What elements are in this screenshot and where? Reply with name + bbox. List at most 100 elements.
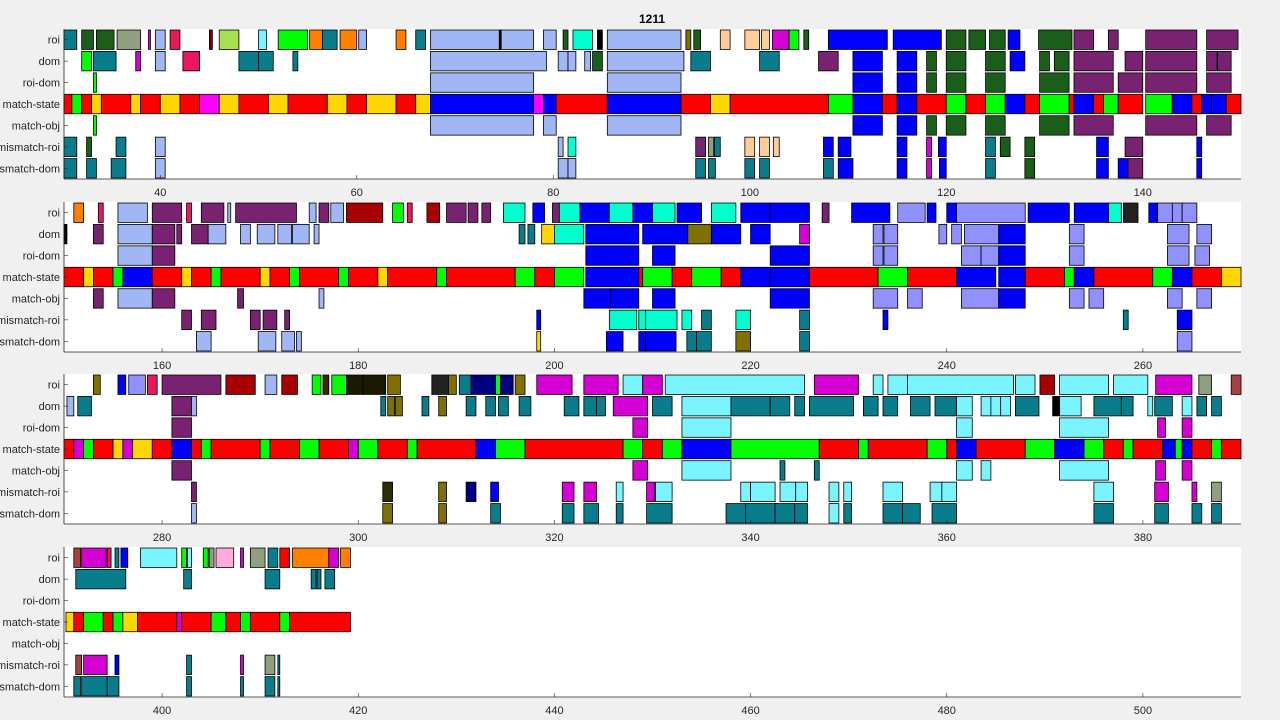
- row-label: mismatch-roi: [0, 487, 60, 499]
- segment-dom: [176, 224, 183, 245]
- segment-roi-dom: [1194, 245, 1211, 266]
- segment-dom: [93, 51, 117, 72]
- row-label: match-state: [3, 617, 60, 629]
- segment-match-obj: [318, 288, 325, 309]
- segment-mismatch-dom: [843, 503, 853, 524]
- segment-roi: [140, 547, 178, 568]
- segment-mismatch-roi: [1122, 309, 1129, 330]
- segment-match-obj: [1073, 115, 1114, 136]
- segment-match-state: [259, 438, 271, 460]
- segment-roi: [215, 547, 235, 568]
- segment-roi: [406, 202, 413, 223]
- segment-match-state: [112, 611, 124, 633]
- segment-roi: [97, 202, 104, 223]
- segment-match-state: [415, 93, 431, 115]
- segment-match-state: [91, 93, 102, 115]
- segment-mismatch-dom: [725, 503, 747, 524]
- segment-mismatch-roi: [985, 136, 996, 157]
- segment-match-state: [406, 438, 418, 460]
- segment-match-state: [83, 438, 94, 460]
- segment-match-obj: [93, 288, 104, 309]
- segment-dom: [951, 224, 962, 245]
- segment-roi: [532, 202, 546, 223]
- segment-match-state: [112, 438, 124, 460]
- x-tick-label: 500: [1134, 705, 1152, 717]
- segment-mismatch-roi: [882, 309, 889, 330]
- segment-match-state: [729, 93, 829, 115]
- segment-roi: [117, 374, 127, 395]
- segment-dom: [292, 224, 310, 245]
- segment-roi: [503, 202, 526, 223]
- row-label: match-obj: [12, 638, 60, 650]
- x-tick-label: 320: [545, 532, 563, 544]
- row-label: roi-dom: [23, 423, 60, 435]
- segment-dom: [135, 51, 142, 72]
- segment-roi: [572, 29, 593, 50]
- segment-match-state: [73, 438, 85, 460]
- segment-mismatch-roi: [382, 481, 393, 502]
- segment-mismatch-dom: [931, 503, 957, 524]
- segment-roi: [181, 547, 187, 568]
- segment-dom: [151, 224, 176, 245]
- segment-mismatch-dom: [745, 503, 776, 524]
- segment-roi: [813, 374, 859, 395]
- segment-match-state: [73, 611, 85, 633]
- segment-mismatch-dom: [896, 158, 908, 179]
- segment-mismatch-roi: [1096, 136, 1109, 157]
- segment-mismatch-dom: [264, 676, 276, 697]
- segment-mismatch-dom: [828, 503, 840, 524]
- segment-match-obj: [945, 115, 967, 136]
- row-label: dom: [39, 401, 60, 413]
- segment-roi: [277, 29, 309, 50]
- segment-match-state: [289, 266, 300, 288]
- segment-roi: [448, 374, 457, 395]
- segment-match-state: [1024, 93, 1040, 115]
- segment-roi: [1171, 202, 1183, 223]
- segment-match-state: [238, 93, 269, 115]
- segment-roi: [771, 29, 790, 50]
- segment-mismatch-dom: [823, 158, 834, 179]
- segment-roi-dom: [872, 245, 884, 266]
- segment-roi: [481, 202, 492, 223]
- segment-dom: [154, 51, 166, 72]
- timeline-panel: roi dom roi-dom match-state match-obj mismatc…: [0, 29, 1242, 199]
- segment-mismatch-dom: [86, 158, 97, 179]
- segment-roi: [803, 29, 810, 50]
- segment-roi: [114, 547, 120, 568]
- segment-roi: [200, 202, 225, 223]
- segment-roi: [431, 374, 449, 395]
- segment-mismatch-roi: [795, 481, 808, 502]
- segment-roi: [169, 29, 181, 50]
- x-tick-label: 340: [741, 532, 759, 544]
- segment-dom: [527, 224, 536, 245]
- segment-match-state: [681, 438, 732, 460]
- segment-match-state: [366, 93, 397, 115]
- segment-match-state: [1220, 438, 1242, 460]
- segment-dom: [1093, 396, 1122, 417]
- segment-dom: [799, 224, 810, 245]
- segment-roi: [907, 374, 1014, 395]
- segment-match-state: [137, 611, 178, 633]
- segment-mismatch-roi: [608, 309, 638, 330]
- segment-roi: [498, 29, 502, 50]
- segment-match-state: [1174, 438, 1183, 460]
- x-tick-label: 260: [1134, 360, 1152, 372]
- segment-roi: [740, 202, 771, 223]
- segment-dom: [1196, 396, 1208, 417]
- segment-match-state: [1211, 438, 1222, 460]
- segment-roi: [387, 374, 401, 395]
- segment-match-state: [1103, 93, 1119, 115]
- segment-dom: [485, 396, 496, 417]
- x-tick-label: 120: [937, 187, 955, 199]
- segment-match-state: [965, 93, 986, 115]
- segment-mismatch-roi: [1191, 481, 1198, 502]
- segment-dom: [710, 224, 742, 245]
- segment-mismatch-dom: [567, 158, 577, 179]
- segment-roi: [258, 29, 267, 50]
- segment-roi: [1015, 374, 1036, 395]
- segment-mismatch-dom: [696, 331, 712, 352]
- segment-match-state: [122, 438, 134, 460]
- segment-roi-dom: [1039, 72, 1070, 93]
- segment-dom: [81, 51, 92, 72]
- segment-dom: [1167, 224, 1190, 245]
